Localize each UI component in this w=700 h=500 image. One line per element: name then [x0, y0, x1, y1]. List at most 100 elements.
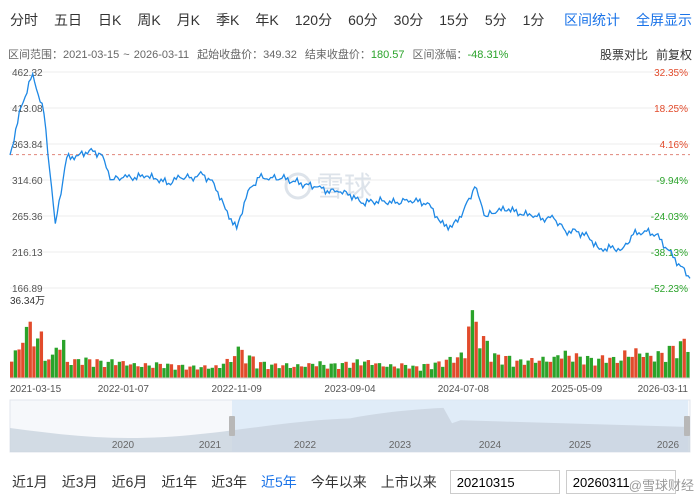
volume-bar: [374, 363, 378, 378]
range-button[interactable]: 今年以来: [310, 474, 367, 490]
volume-bar: [336, 368, 341, 378]
percent-axis-label: -52.23%: [651, 284, 688, 295]
period-tab[interactable]: 15分: [439, 12, 469, 28]
volume-bar: [158, 363, 162, 378]
volume-bar: [452, 362, 456, 378]
range-button[interactable]: 近6月: [111, 474, 148, 490]
volume-bar: [634, 348, 638, 378]
price-chart[interactable]: 462.32 413.08 363.84 314.60 265.36 216.13 166.…: [0, 60, 700, 464]
period-tab[interactable]: 60分: [348, 12, 378, 28]
volume-bar: [615, 362, 619, 378]
volume-bar: [370, 364, 374, 378]
volume-bar: [65, 361, 70, 378]
volume-bar: [188, 366, 192, 378]
start-close-value: 349.32: [263, 49, 297, 61]
volume-bar: [76, 359, 81, 378]
price-axis-label: 413.08: [12, 104, 43, 115]
volume-bar: [467, 326, 471, 378]
start-date-input[interactable]: [449, 470, 560, 494]
period-tab[interactable]: 五日: [54, 12, 82, 28]
range-button[interactable]: 近3年: [211, 474, 247, 490]
volume-bar: [441, 366, 445, 378]
volume-bar: [474, 321, 478, 378]
volume-bar: [511, 366, 515, 378]
volume-bar: [310, 363, 315, 378]
volume-bar: [663, 361, 668, 378]
volume-bar: [136, 366, 140, 378]
period-tab[interactable]: 120分: [294, 12, 333, 28]
volume-bar: [407, 368, 411, 378]
percent-axis-label: -24.03%: [651, 212, 688, 223]
volume-bar: [481, 336, 486, 378]
volume-bar: [530, 357, 534, 378]
volume-bar: [478, 348, 482, 378]
volume-bar: [221, 363, 226, 378]
end-date-input[interactable]: [565, 470, 676, 494]
range-button[interactable]: 近1年: [161, 474, 198, 490]
period-tab[interactable]: 年K: [255, 12, 279, 28]
range-button[interactable]: 近3月: [61, 474, 98, 490]
volume-bar: [17, 349, 21, 378]
period-tab[interactable]: 日K: [98, 12, 122, 28]
price-axis-label: 216.13: [12, 248, 43, 259]
interval-stats-button[interactable]: 区间统计: [564, 12, 620, 28]
volume-bar: [585, 355, 590, 378]
period-tab[interactable]: 季K: [216, 12, 240, 28]
volume-bar: [541, 356, 545, 378]
period-tab[interactable]: 分时: [10, 12, 38, 28]
range-change-value: -48.31%: [467, 49, 509, 61]
volume-bar: [649, 355, 653, 378]
range-button[interactable]: 近5年: [260, 474, 297, 490]
volume-bar: [154, 362, 159, 378]
volume-bar: [593, 365, 597, 378]
navigator-year-label: 2021: [199, 440, 222, 451]
adjust-mode-button[interactable]: 前复权: [655, 47, 692, 62]
period-tab[interactable]: 1分: [522, 12, 545, 28]
volume-bar: [381, 366, 385, 378]
range-start: 2021-03-15: [63, 49, 120, 61]
volume-bar: [418, 370, 423, 378]
volume-bar: [348, 367, 352, 378]
volume-bar: [415, 366, 419, 378]
period-tab[interactable]: 周K: [137, 12, 161, 28]
price-axis-label: 166.89: [12, 284, 43, 295]
volume-bar: [24, 326, 29, 378]
period-tab[interactable]: 5分: [484, 12, 507, 28]
date-tick-label: 2022-01-07: [98, 384, 150, 395]
navigator-year-label: 2024: [479, 440, 502, 451]
period-tab[interactable]: 月K: [176, 12, 201, 28]
volume-bar: [303, 366, 307, 378]
volume-bar: [470, 310, 475, 378]
volume-bar: [236, 346, 240, 378]
volume-bar: [359, 365, 363, 378]
volume-bar: [232, 356, 237, 378]
range-button[interactable]: 上市以来: [380, 474, 437, 490]
volume-bar: [548, 361, 553, 378]
fullscreen-button[interactable]: 全屏显示: [636, 12, 692, 28]
volume-bar: [292, 366, 296, 378]
range-end: 2026-03-11: [133, 49, 190, 61]
volume-bar: [50, 354, 55, 378]
range-button[interactable]: 近1月: [12, 474, 48, 490]
volume-bar: [574, 353, 579, 378]
volume-bar: [325, 368, 330, 378]
volume-bar: [247, 355, 252, 378]
volume-bar: [485, 340, 489, 378]
volume-bar: [270, 364, 274, 378]
date-tick-label: 2023-09-04: [324, 384, 376, 395]
volume-bar: [459, 352, 463, 378]
volume-bar: [403, 364, 408, 378]
stock-compare-button[interactable]: 股票对比: [599, 47, 648, 62]
percent-axis-label: 18.25%: [654, 104, 688, 115]
volume-bar: [329, 363, 333, 378]
volume-bar: [533, 362, 538, 378]
navigator-year-label: 2025: [569, 440, 592, 451]
volume-bar: [671, 345, 675, 378]
volume-bar: [262, 361, 266, 378]
volume-bar: [210, 367, 214, 378]
volume-bar: [426, 363, 430, 378]
period-tab[interactable]: 30分: [393, 12, 424, 28]
end-close-label: 结束收盘价：: [304, 49, 371, 61]
volume-bar: [433, 362, 437, 378]
period-tabs: 分时 五日 日K 周K 月K 季K 年K 120分 60分 30分 15分 5分 1分: [0, 0, 552, 40]
